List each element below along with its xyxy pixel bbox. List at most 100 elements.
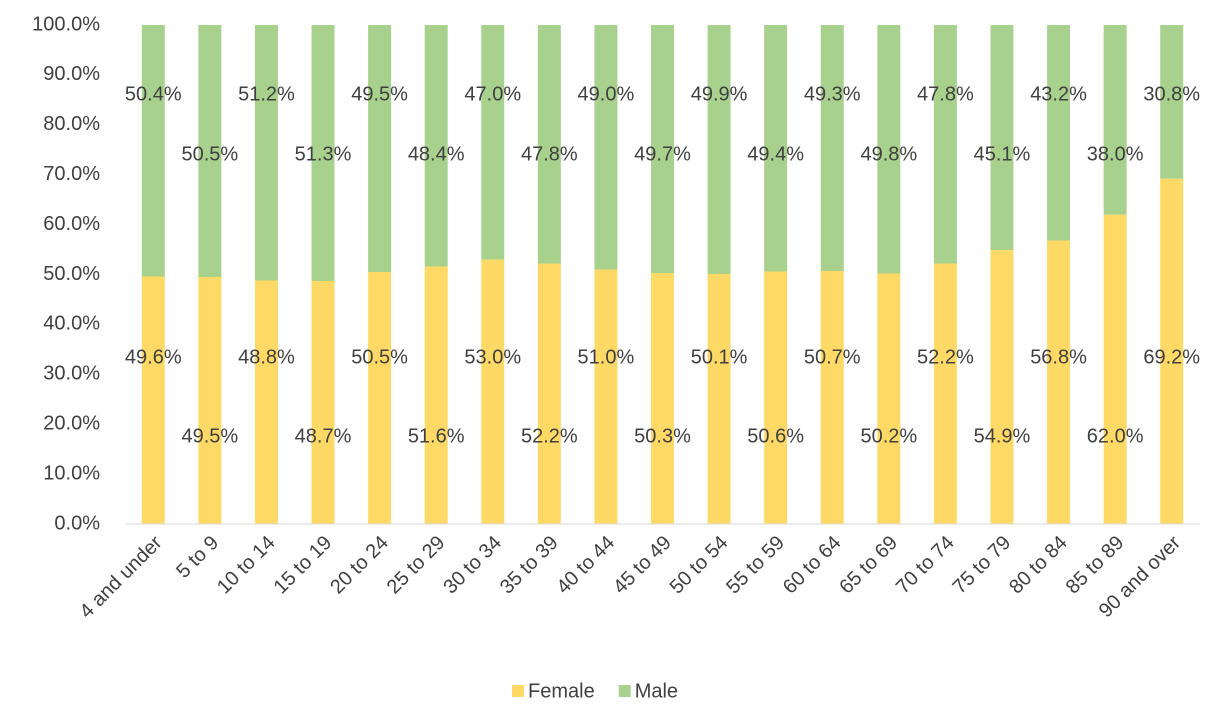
bar-segment	[877, 25, 901, 274]
bar-segment	[141, 276, 165, 524]
bar-segment	[707, 25, 731, 275]
legend-swatch	[512, 685, 524, 697]
y-tick-label: 10.0%	[43, 462, 100, 484]
bar-segment	[537, 263, 561, 524]
bar-segment	[198, 25, 222, 277]
bar-segment	[764, 25, 788, 272]
bar-segment	[311, 280, 335, 524]
y-tick-label: 30.0%	[43, 363, 100, 385]
x-tick-label: 80 to 84	[1005, 532, 1072, 599]
bar-segment	[368, 25, 392, 273]
bar-segment	[424, 25, 448, 267]
bar-segment	[198, 276, 222, 524]
data-label: 43.2%	[1030, 83, 1087, 105]
bar-segment	[1047, 240, 1071, 524]
y-tick-label: 90.0%	[43, 63, 100, 85]
data-label: 52.2%	[521, 425, 578, 447]
y-tick-label: 40.0%	[43, 313, 100, 335]
data-label: 50.7%	[804, 346, 861, 368]
bar-segment	[1103, 25, 1127, 215]
bar-segment	[537, 25, 561, 264]
data-label: 47.8%	[521, 143, 578, 165]
bar-segment	[254, 280, 278, 524]
bar-segment	[933, 263, 957, 524]
x-tick-label: 75 to 79	[949, 532, 1016, 599]
data-label: 49.3%	[804, 83, 861, 105]
x-tick-label: 15 to 19	[270, 532, 337, 599]
bar-segment	[990, 250, 1014, 524]
bar-segment	[424, 266, 448, 524]
bar-segment	[254, 25, 278, 281]
data-label: 47.8%	[917, 83, 974, 105]
legend-swatch	[618, 685, 631, 697]
data-label: 69.2%	[1143, 346, 1200, 368]
data-label: 51.3%	[295, 143, 352, 165]
x-tick-label: 10 to 14	[213, 532, 280, 599]
bar-segment	[368, 272, 392, 524]
data-label: 45.1%	[974, 143, 1031, 165]
data-label: 48.8%	[238, 346, 295, 368]
x-tick-label: 5 to 9	[172, 532, 223, 583]
y-tick-label: 0.0%	[54, 512, 100, 534]
data-label: 51.0%	[578, 346, 635, 368]
x-tick-label: 35 to 39	[496, 532, 563, 599]
bar-segment	[933, 25, 957, 264]
data-label: 49.4%	[747, 143, 804, 165]
data-label: 50.1%	[691, 346, 748, 368]
data-label: 49.9%	[691, 83, 748, 105]
legend-label: Male	[635, 680, 678, 702]
bar-segment	[651, 273, 674, 524]
bar-segment	[764, 271, 788, 524]
x-tick-label: 60 to 64	[779, 532, 846, 599]
x-tick-label: 20 to 24	[326, 532, 393, 599]
data-label: 51.6%	[408, 425, 465, 447]
x-tick-label: 30 to 34	[439, 532, 506, 599]
x-tick-label: 65 to 69	[835, 532, 902, 599]
y-tick-label: 20.0%	[43, 412, 100, 434]
data-label: 30.8%	[1143, 83, 1200, 105]
bar-segment	[990, 25, 1014, 251]
x-tick-label: 70 to 74	[892, 532, 959, 599]
data-label: 52.2%	[917, 346, 974, 368]
y-tick-label: 50.0%	[43, 263, 100, 285]
bar-segment	[820, 25, 844, 272]
y-tick-label: 60.0%	[43, 213, 100, 235]
data-label: 48.7%	[295, 425, 352, 447]
x-tick-label: 45 to 49	[609, 532, 676, 599]
bar-segment	[1160, 25, 1184, 179]
x-tick-label: 40 to 44	[553, 532, 620, 599]
bar-segment	[594, 269, 618, 524]
data-label: 50.5%	[351, 346, 408, 368]
data-label: 49.6%	[125, 346, 182, 368]
y-tick-label: 70.0%	[43, 163, 100, 185]
data-label: 50.4%	[125, 83, 182, 105]
bar-segment	[877, 273, 901, 524]
bar-segment	[311, 25, 335, 281]
bar-segment	[1103, 214, 1127, 524]
data-label: 53.0%	[464, 346, 521, 368]
bar-segment	[820, 271, 844, 524]
x-tick-label: 25 to 29	[383, 532, 450, 599]
data-label: 54.9%	[974, 425, 1031, 447]
data-label: 38.0%	[1087, 143, 1144, 165]
data-label: 48.4%	[408, 143, 465, 165]
data-label: 49.5%	[351, 83, 408, 105]
data-label: 62.0%	[1087, 425, 1144, 447]
data-label: 49.5%	[182, 425, 239, 447]
bar-segment	[651, 25, 674, 274]
bar-segment	[481, 25, 505, 260]
x-tick-label: 50 to 54	[666, 532, 733, 599]
data-label: 50.6%	[747, 425, 804, 447]
bar-segment	[141, 25, 165, 277]
data-label: 50.3%	[634, 425, 691, 447]
data-label: 49.0%	[578, 83, 635, 105]
data-label: 49.8%	[860, 143, 917, 165]
data-label: 49.7%	[634, 143, 691, 165]
x-tick-label: 55 to 59	[722, 532, 789, 599]
data-label: 51.2%	[238, 83, 295, 105]
legend-label: Female	[528, 680, 595, 702]
bar-segment	[707, 274, 731, 524]
data-label: 47.0%	[464, 83, 521, 105]
x-tick-label: 4 and under	[76, 531, 167, 622]
